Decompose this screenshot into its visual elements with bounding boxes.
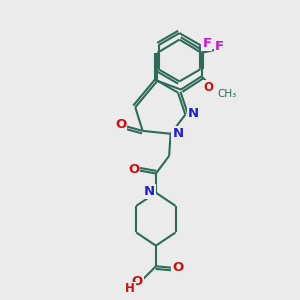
Text: N: N [144,185,155,198]
Text: N: N [172,127,184,140]
Text: CH₃: CH₃ [218,89,237,99]
Text: N: N [188,107,199,120]
Text: F: F [202,37,212,50]
Text: O: O [172,261,184,274]
Text: O: O [115,118,126,130]
Text: H: H [125,282,135,296]
Text: O: O [128,163,140,176]
Text: F: F [214,40,224,53]
Text: O: O [132,275,143,288]
Text: O: O [203,81,213,94]
